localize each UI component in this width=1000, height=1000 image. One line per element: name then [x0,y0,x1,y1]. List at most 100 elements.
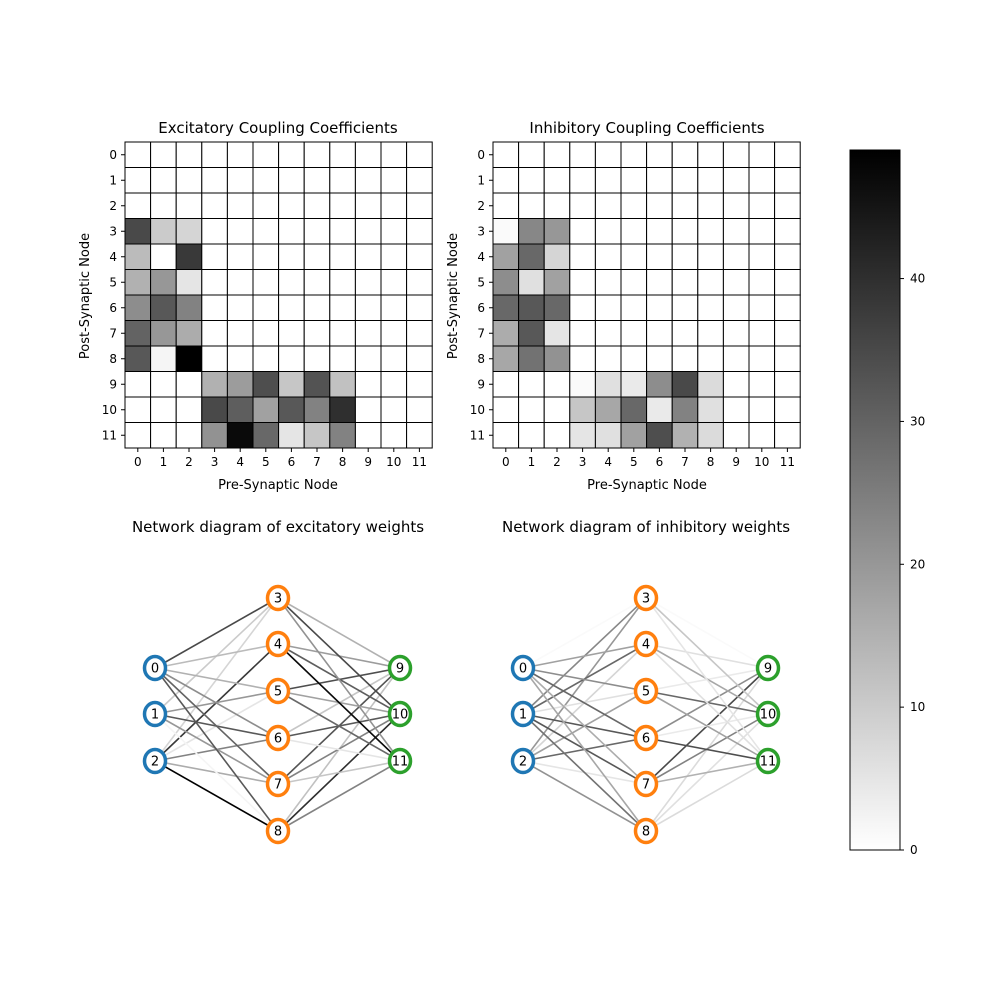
excitatory-y-tick-label: 8 [109,352,117,366]
excitatory-heatmap-cell [278,294,305,321]
inhibitory-heatmap-cell [569,320,596,347]
inhibitory-heatmap-cell [543,167,571,194]
inhibitory-heatmap-cell [518,243,545,270]
inhibitory-heatmap-cell [594,243,622,270]
excitatory-heatmap-cell [329,294,356,321]
excitatory-network-node [265,584,291,612]
excitatory-heatmap-cell [226,294,254,321]
excitatory-heatmap-cell [303,345,331,372]
inhibitory-x-tick-label: 3 [579,455,587,469]
inhibitory-heatmap-cell [646,218,673,245]
inhibitory-network-edge [522,713,647,832]
excitatory-network-edge [154,713,279,832]
excitatory-heatmap-cell [150,141,177,168]
inhibitory-heatmap-cell [594,396,622,423]
inhibitory-heatmap-cell [697,218,724,245]
excitatory-heatmap-cell [303,269,331,296]
inhibitory-network-node-label: 8 [642,825,650,840]
excitatory-heatmap: Excitatory Coupling Coefficients 0 1 2 3 4 5 6… [78,119,433,493]
excitatory-heatmap-cell [201,396,228,423]
excitatory-heatmap-cell [278,422,305,449]
inhibitory-heatmap-cell [722,422,750,449]
inhibitory-heatmap-cell [518,192,545,219]
inhibitory-heatmap-cell [646,294,673,321]
inhibitory-network-node [755,654,781,682]
excitatory-heatmap-cell [354,422,382,449]
excitatory-heatmap-cell [406,269,433,296]
inhibitory-network-node [633,584,659,612]
inhibitory-heatmap-cell [543,396,571,423]
excitatory-heatmap-cell [329,167,356,194]
excitatory-network-node-label: 3 [274,592,282,607]
inhibitory-y-tick-label: 4 [477,250,485,264]
inhibitory-heatmap-cell [492,243,520,270]
inhibitory-heatmap-cell [697,422,724,449]
excitatory-heatmap-cell [406,294,433,321]
excitatory-network-node-label: 5 [274,685,282,700]
excitatory-y-tick-label: 6 [109,301,117,315]
excitatory-x-tick-label: 4 [236,455,244,469]
excitatory-x-tick-label: 0 [134,455,142,469]
excitatory-heatmap-cell [124,192,152,219]
inhibitory-x-tick-label: 5 [630,455,638,469]
inhibitory-heatmap-cell [569,218,596,245]
excitatory-heatmap-cell [124,422,152,449]
excitatory-heatmap-cell [406,345,433,372]
excitatory-heatmap-cell [406,396,433,423]
inhibitory-heatmap-cell [594,141,622,168]
inhibitory-heatmap-cell [748,218,776,245]
excitatory-network-edge [277,690,401,762]
excitatory-heatmap-cell [226,141,254,168]
excitatory-heatmap-cell [380,422,408,449]
excitatory-heatmap-cell [380,294,408,321]
inhibitory-x-tick-label: 7 [681,455,689,469]
excitatory-y-tick-label: 4 [109,250,117,264]
excitatory-y-tick-label: 11 [102,428,117,442]
excitatory-x-tick-label: 6 [288,455,296,469]
inhibitory-network-edge [645,597,769,669]
inhibitory-heatmap-cell [492,320,520,347]
excitatory-y-tick-label: 5 [109,275,117,289]
excitatory-heatmap-cell [354,192,382,219]
excitatory-network-node-label: 10 [392,708,409,723]
excitatory-y-tick-label: 2 [109,199,117,213]
excitatory-heatmap-cell [124,269,152,296]
excitatory-network-edge [154,667,279,832]
inhibitory-y-tick-label: 11 [470,428,485,442]
excitatory-network-edge [277,737,401,762]
inhibitory-heatmap-cell [594,422,622,449]
inhibitory-network-node [633,724,659,752]
colorbar-tick-label: 0 [910,843,918,857]
excitatory-network-node [265,724,291,752]
colorbar-tick-label: 20 [910,557,925,571]
inhibitory-network-edge [645,597,769,715]
excitatory-network-node [265,677,291,705]
inhibitory-heatmap-cell [543,141,571,168]
inhibitory-heatmap-cell [492,371,520,398]
inhibitory-heatmap-cell [492,269,520,296]
excitatory-network-node-label: 9 [396,662,404,677]
excitatory-heatmap-cell [150,167,177,194]
inhibitory-heatmap-cell [774,141,801,168]
excitatory-heatmap-cell [201,294,228,321]
inhibitory-network-node-label: 10 [760,708,777,723]
inhibitory-heatmap-cell [697,269,724,296]
excitatory-heatmap-cell [252,269,280,296]
inhibitory-heatmap-cell [671,396,699,423]
inhibitory-heatmap-cell [569,422,596,449]
inhibitory-network-edge [522,667,647,739]
inhibitory-heatmap-cell [697,371,724,398]
excitatory-heatmap-cell [150,422,177,449]
inhibitory-network-node [633,770,659,798]
inhibitory-y-tick-label: 3 [477,224,485,238]
excitatory-heatmap-cell [406,371,433,398]
colorbar-ticks: 0 10 20 30 40 [900,272,925,857]
excitatory-network-node-label: 4 [274,638,282,653]
excitatory-heatmap-cell [380,320,408,347]
inhibitory-heatmap-cell [671,141,699,168]
inhibitory-x-tick-label: 11 [780,455,795,469]
inhibitory-heatmap-cell [620,345,648,372]
excitatory-heatmap-cell [380,141,408,168]
excitatory-network-edge [277,597,401,715]
inhibitory-heatmap-cell [697,345,724,372]
